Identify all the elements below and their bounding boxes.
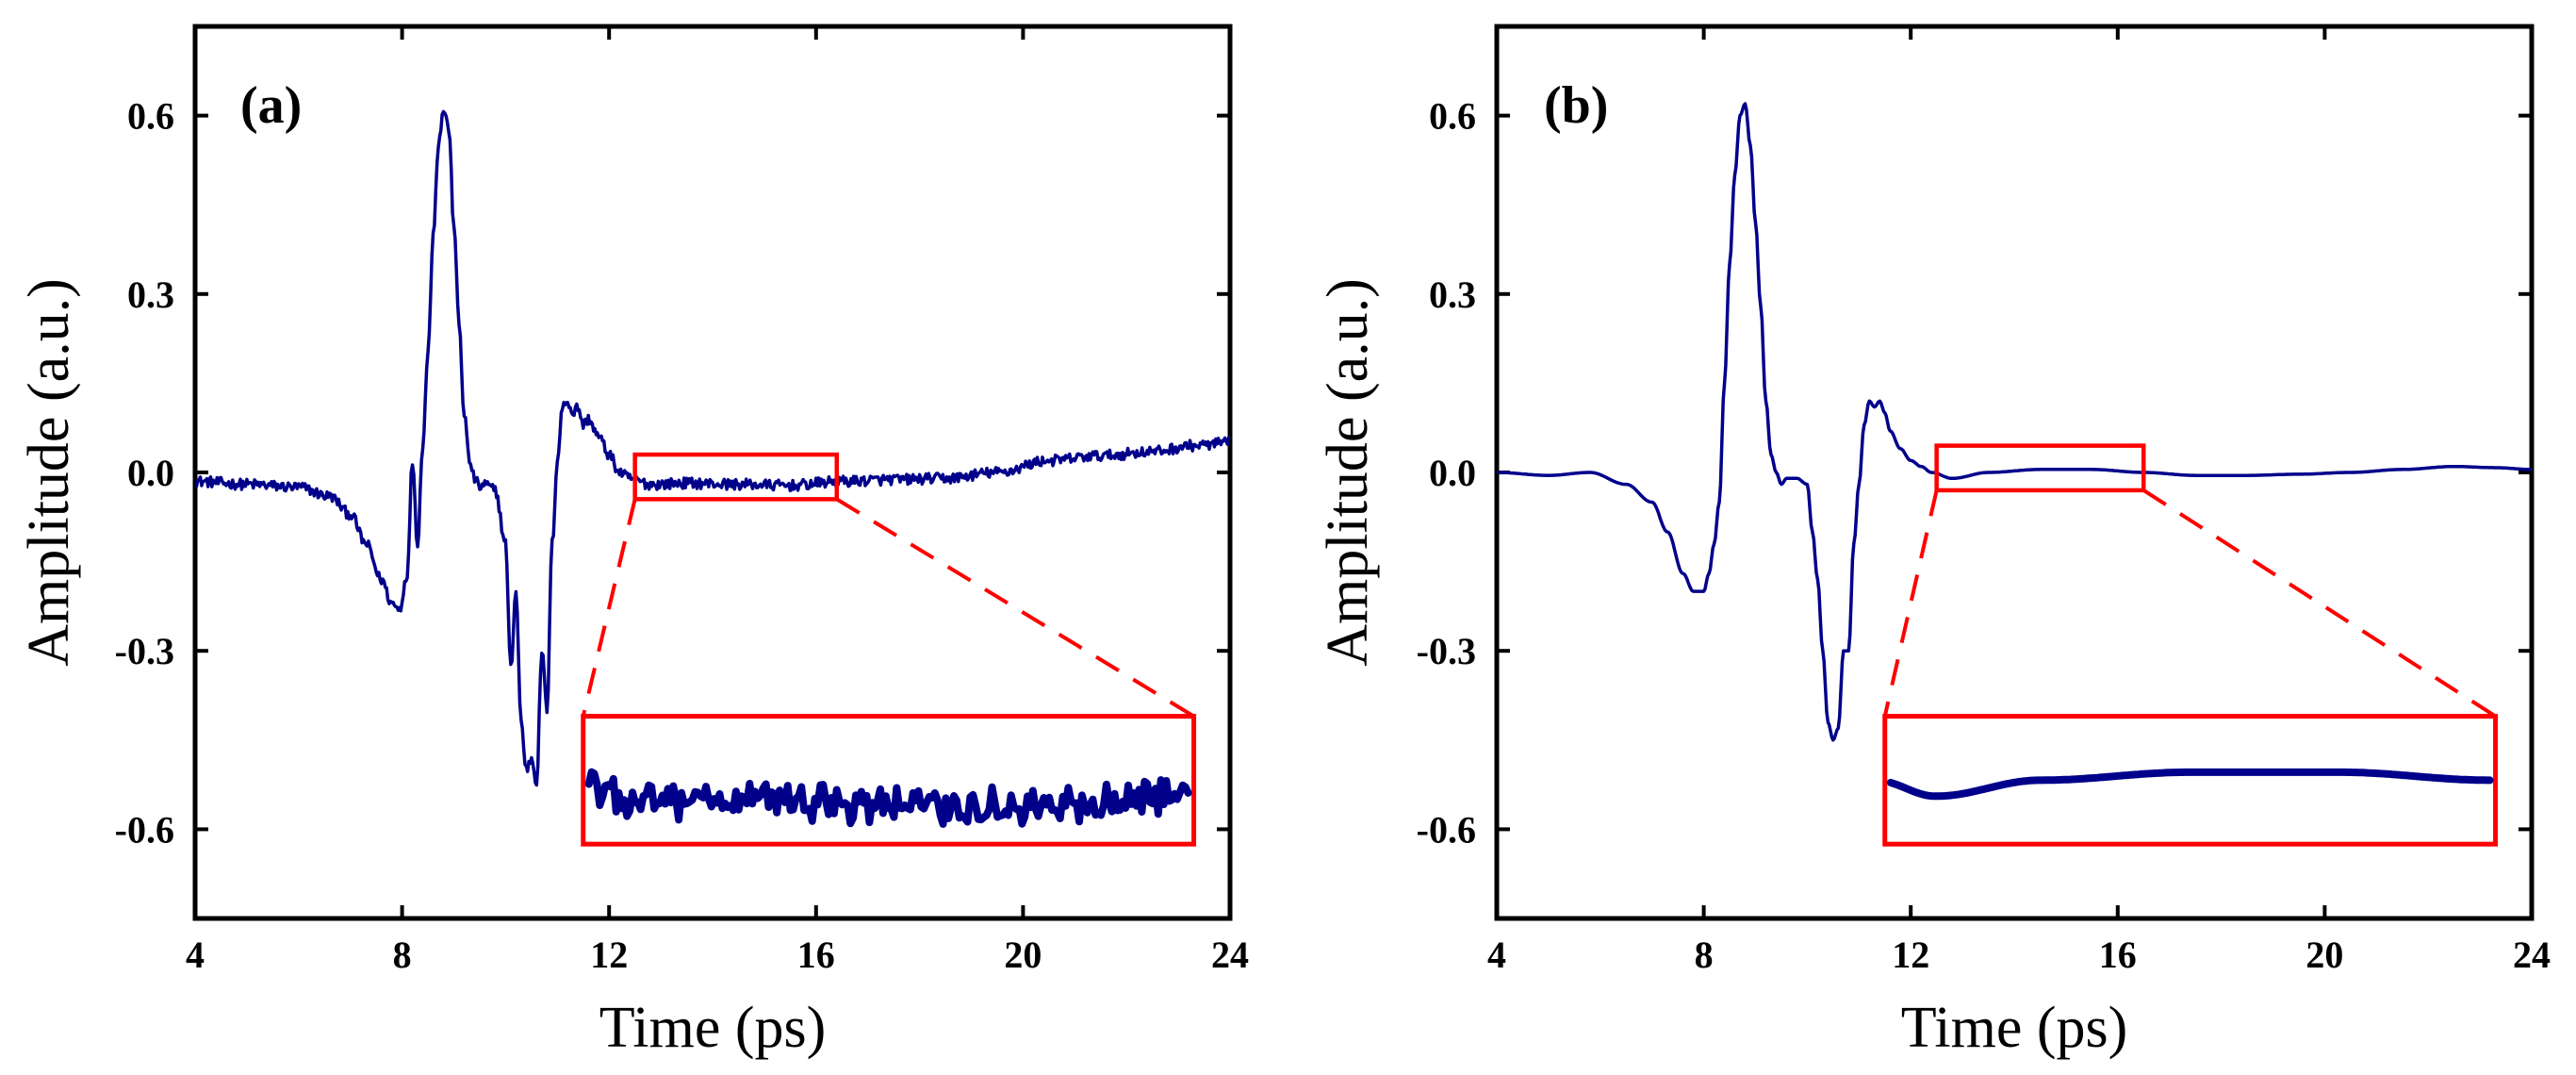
inset-series-line [584, 768, 1192, 828]
x-tick-label: 8 [1695, 934, 1714, 976]
zoom-box [1934, 443, 2146, 493]
y-tick-label: 0.3 [1429, 273, 1476, 316]
x-tick-label: 24 [2513, 934, 2551, 976]
x-tick-label: 4 [186, 934, 205, 976]
y-tick-label: 0.6 [1429, 95, 1476, 138]
x-tick-label: 12 [590, 934, 628, 976]
inset-series-line [1886, 768, 2494, 801]
y-tick-label: -0.3 [115, 630, 174, 672]
chart-panel-b: 4 8 12 16 20 24 -0.6 -0.3 0.0 0.3 0.6 (b) Time (ps… [1316, 24, 2551, 1060]
panel-label: (b) [1544, 76, 1608, 135]
y-tick-label: 0.0 [127, 452, 174, 494]
y-axis-title: Amplitude (a.u.) [1316, 278, 1380, 667]
x-tick-label: 16 [797, 934, 835, 976]
x-tick-label: 4 [1487, 934, 1506, 976]
y-tick-label: -0.3 [1417, 630, 1476, 672]
inset-frame [581, 714, 1197, 847]
zoom-box [632, 452, 840, 502]
y-axis-title: Amplitude (a.u.) [17, 278, 81, 667]
tick-labels: 4 8 12 16 20 24 -0.6 -0.3 0.0 0.3 0.6 [115, 95, 1249, 976]
x-tick-label: 20 [1004, 934, 1042, 976]
series-line [1497, 102, 2532, 742]
x-axis-title: Time (ps) [1901, 996, 2128, 1060]
y-tick-label: 0.3 [127, 273, 174, 316]
zoom-connector-left [581, 498, 637, 718]
y-tick-label: 0.6 [127, 95, 174, 138]
x-tick-label: 12 [1892, 934, 1929, 976]
x-tick-label: 24 [1211, 934, 1249, 976]
x-axis-title: Time (ps) [599, 996, 827, 1060]
series-line [195, 109, 1230, 787]
series-layer [195, 109, 1230, 787]
y-tick-label: 0.0 [1429, 452, 1476, 494]
zoom-connector-right [2142, 488, 2497, 719]
tick-labels: 4 8 12 16 20 24 -0.6 -0.3 0.0 0.3 0.6 [1417, 95, 2551, 976]
y-tick-label: -0.6 [115, 808, 174, 851]
zoom-layer [1882, 443, 2499, 847]
panel-label: (a) [240, 76, 302, 135]
inset-frame [1882, 714, 2499, 847]
y-tick-label: -0.6 [1417, 808, 1476, 851]
series-layer [1497, 102, 2532, 742]
zoom-connector-right [835, 497, 1195, 719]
zoom-connector-left [1882, 489, 1939, 718]
tick-marks [193, 26, 1232, 918]
x-tick-label: 8 [393, 934, 412, 976]
zoom-layer [581, 452, 1197, 847]
x-tick-label: 16 [2099, 934, 2137, 976]
chart-panel-a: 4 8 12 16 20 24 -0.6 -0.3 0.0 0.3 0.6 (a) Time (ps… [17, 24, 1249, 1060]
x-tick-label: 20 [2305, 934, 2343, 976]
